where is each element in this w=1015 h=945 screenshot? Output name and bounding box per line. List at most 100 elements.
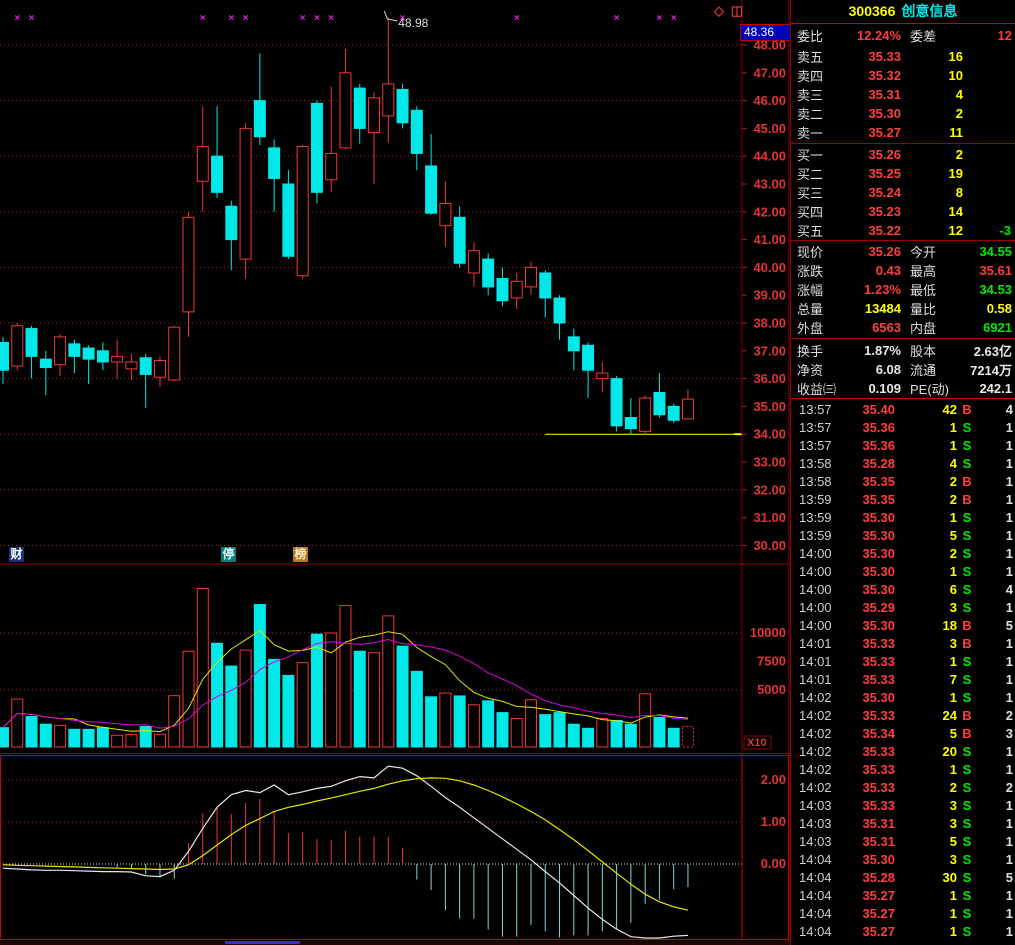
- split-window-icon[interactable]: ◫: [731, 3, 743, 18]
- badge-cai[interactable]: 财: [9, 547, 24, 562]
- tick-count: 1: [1005, 491, 1013, 507]
- bid-row[interactable]: 买一 35.26 2: [791, 145, 1015, 164]
- tick-time: 14:04: [799, 869, 832, 885]
- tick-price: 35.33: [862, 653, 895, 669]
- diamond-icon[interactable]: ◇: [713, 3, 725, 18]
- tick-list[interactable]: 13:57 35.40 42 B 4 13:57 35.36 1 S 1 13:57 35.36 1 S 1…: [791, 400, 1015, 945]
- svg-text:0.00: 0.00: [761, 856, 786, 871]
- svg-text:×: ×: [14, 13, 20, 24]
- quote-label: 涨幅: [797, 283, 824, 298]
- svg-text:44.00: 44.00: [753, 149, 786, 164]
- tick-volume: 30: [942, 869, 957, 885]
- quote-row: 外盘 6563 内盘 6921: [791, 318, 1015, 337]
- tick-row: 13:59 35.35 2 B 1: [791, 490, 1015, 508]
- tick-direction: S: [962, 653, 972, 669]
- tick-volume: 2: [949, 545, 957, 561]
- tick-time: 13:59: [799, 527, 832, 543]
- tick-volume: 1: [949, 761, 957, 777]
- tick-direction: S: [962, 527, 972, 543]
- tick-direction: S: [962, 689, 972, 705]
- svg-text:10000: 10000: [750, 625, 786, 640]
- tick-row: 13:58 35.28 4 S 1: [791, 454, 1015, 472]
- tick-price: 35.28: [862, 455, 895, 471]
- weibi-label: 委比: [797, 29, 824, 44]
- ask-price: 35.30: [868, 106, 901, 121]
- tick-direction: B: [962, 725, 972, 741]
- ask-row[interactable]: 卖五 35.33 16: [791, 47, 1015, 66]
- svg-text:×: ×: [228, 13, 234, 24]
- svg-text:7500: 7500: [757, 654, 786, 669]
- tick-price: 35.27: [862, 887, 895, 903]
- stat-row: 净资 6.08 流通 7214万: [791, 360, 1015, 379]
- ask-row[interactable]: 卖一 35.27 11: [791, 123, 1015, 142]
- svg-text:35.00: 35.00: [753, 399, 786, 414]
- tick-volume: 6: [949, 581, 957, 597]
- ask-row[interactable]: 卖三 35.31 4: [791, 85, 1015, 104]
- stat-label: 收益㈢: [797, 382, 837, 397]
- bid-label: 买二: [797, 167, 824, 182]
- badge-bang[interactable]: 榜: [293, 547, 308, 562]
- svg-text:45.00: 45.00: [753, 121, 786, 136]
- ask-row[interactable]: 卖二 35.30 2: [791, 104, 1015, 123]
- bid-row[interactable]: 买三 35.24 8: [791, 183, 1015, 202]
- kline-volume-macd-chart[interactable]: 30.00 31.00 32.00 33.00 34.00 35.00 36.00 37.00…: [0, 0, 790, 945]
- stock-title: 300366 创意信息: [791, 0, 1015, 22]
- bid-row[interactable]: 买二 35.25 19: [791, 164, 1015, 183]
- tick-price: 35.30: [862, 509, 895, 525]
- quote-row: 总量 13484 量比 0.58: [791, 299, 1015, 318]
- tick-price: 35.33: [862, 743, 895, 759]
- tick-direction: S: [962, 905, 972, 921]
- stat-row: 收益㈢ 0.109 PE(动) 242.1: [791, 379, 1015, 398]
- badge-ting[interactable]: 停: [221, 547, 236, 562]
- tick-row: 14:00 35.30 6 S 4: [791, 580, 1015, 598]
- bid-volume: 2: [955, 147, 963, 162]
- svg-text:38.00: 38.00: [753, 316, 786, 331]
- tick-row: 14:00 35.30 2 S 1: [791, 544, 1015, 562]
- tick-count: 1: [1005, 797, 1013, 813]
- tick-volume: 7: [949, 671, 957, 687]
- tick-price: 35.30: [862, 545, 895, 561]
- tick-time: 14:05: [791, 942, 843, 945]
- tick-direction: B: [962, 617, 972, 633]
- tick-time: 14:02: [799, 779, 832, 795]
- tick-count: 1: [1005, 923, 1013, 939]
- tick-direction: B: [962, 635, 972, 651]
- tick-row: 14:02 35.33 2 S 2: [791, 778, 1015, 796]
- ask-label: 卖五: [797, 50, 824, 65]
- quote-label: 最低: [910, 283, 937, 298]
- tick-row: 14:04 35.28 30 S 5: [791, 868, 1015, 886]
- bid-row[interactable]: 买五 35.22 12 -3: [791, 221, 1015, 240]
- bid-label: 买五: [797, 224, 824, 239]
- svg-text:×: ×: [300, 13, 306, 24]
- quote-row: 涨幅 1.23% 最低 34.53: [791, 280, 1015, 299]
- tick-price: 35.34: [862, 725, 895, 741]
- tick-count: 1: [1005, 833, 1013, 849]
- tick-time: 14:00: [799, 563, 832, 579]
- svg-text:×: ×: [29, 13, 35, 24]
- tick-time: 14:02: [799, 707, 832, 723]
- tick-volume: 4: [949, 455, 957, 471]
- high-annotation-label: 48.98: [398, 16, 428, 30]
- ask-volume: 10: [948, 68, 963, 83]
- tick-volume: 24: [942, 707, 957, 723]
- macd-dea-line: [2, 777, 689, 911]
- macd-pane: [2, 765, 689, 939]
- tick-row: 13:57 35.40 42 B 4: [791, 400, 1015, 418]
- bid-row[interactable]: 买四 35.23 14: [791, 202, 1015, 221]
- tick-price: 35.31: [862, 815, 895, 831]
- weicha-label: 委差: [910, 29, 937, 44]
- tick-price: 35.36: [862, 437, 895, 453]
- tick-price: 35.28: [862, 869, 895, 885]
- tick-time: 13:58: [799, 455, 832, 471]
- tick-direction: S: [962, 851, 972, 867]
- quote-label: 内盘: [910, 321, 937, 336]
- volume-ma10-line: [2, 638, 689, 729]
- tick-count: 1: [1005, 851, 1013, 867]
- tick-count: 1: [1005, 905, 1013, 921]
- tick-time: 14:00: [799, 599, 832, 615]
- tick-direction: B: [962, 473, 972, 489]
- ask-row[interactable]: 卖四 35.32 10: [791, 66, 1015, 85]
- tick-volume: 1: [949, 689, 957, 705]
- tick-volume: 3: [949, 797, 957, 813]
- ask-volume: 11: [949, 125, 963, 140]
